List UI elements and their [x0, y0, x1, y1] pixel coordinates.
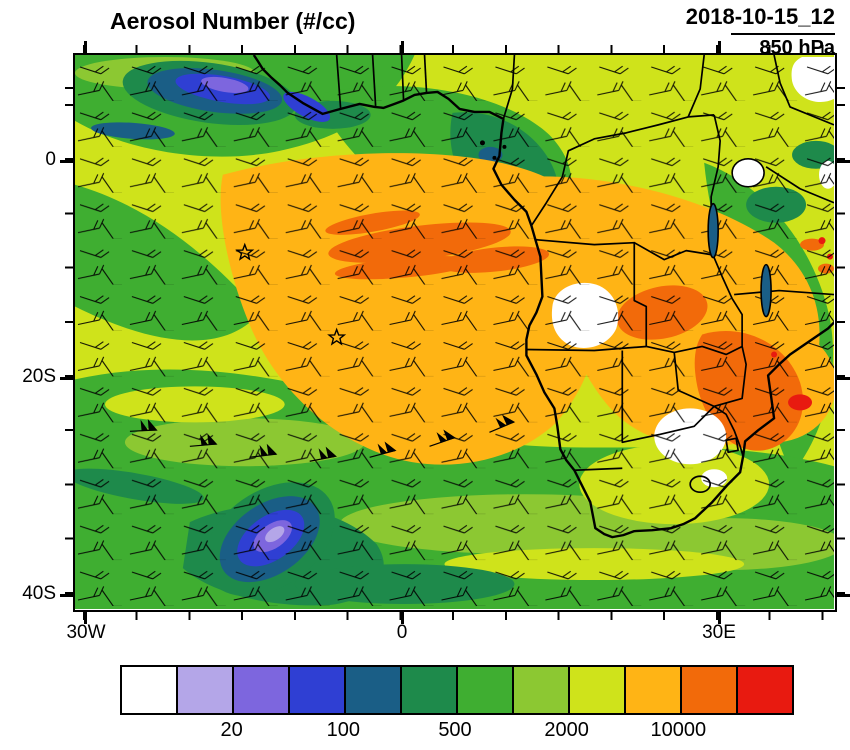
x-tick-label-30e: 30E: [702, 622, 736, 643]
star-marker: [235, 242, 255, 261]
lake-victoria: [731, 158, 765, 188]
colorbar-tick-label: 2000: [544, 719, 589, 741]
colorbar-cell: [738, 667, 792, 713]
y-major-tick: [60, 160, 73, 163]
colorbar-cell: [682, 667, 738, 713]
coastlines: [252, 55, 834, 539]
x-tick-label-30w: 30W: [66, 622, 106, 643]
colorbar-cell: [346, 667, 402, 713]
colorbar-labels: 20 100 500 2000 10000: [120, 719, 790, 745]
x-major-tick: [401, 41, 404, 53]
y-major-tick: [837, 160, 850, 163]
x-major-tick: [84, 41, 87, 53]
map-canvas: [75, 55, 834, 609]
plot-title: Aerosol Number (#/cc): [110, 8, 356, 34]
colorbar: [120, 665, 794, 715]
star-markers: [235, 242, 347, 346]
level-rule: [731, 33, 835, 35]
y-tick-label-40s: 40S: [22, 583, 56, 604]
y-major-tick: [837, 377, 850, 380]
x-tick-label-0: 0: [396, 622, 408, 643]
star-marker: [327, 327, 347, 346]
x-major-tick: [718, 612, 721, 624]
y-major-tick: [837, 594, 850, 597]
colorbar-cell: [514, 667, 570, 713]
colorbar-cell: [402, 667, 458, 713]
map-frame: [73, 53, 837, 612]
x-axis-minor-ticks-bottom: [73, 612, 837, 620]
x-major-tick: [718, 41, 721, 53]
x-major-tick: [401, 612, 404, 624]
wind-barbs-field: [75, 55, 834, 609]
x-axis-minor-ticks-top: [73, 45, 837, 53]
lake-malawi: [760, 263, 772, 318]
colorbar-tick-label: 500: [438, 719, 472, 741]
point-markers: [479, 140, 507, 160]
y-axis-minor-ticks-right: [837, 53, 845, 612]
y-major-tick: [60, 377, 73, 380]
colorbar-tick-label: 100: [326, 719, 361, 741]
y-axis-minor-ticks-left: [65, 53, 73, 612]
colorbar-cell: [178, 667, 234, 713]
lakes: [707, 158, 772, 318]
colorbar-cell: [626, 667, 682, 713]
colorbar-cell: [290, 667, 346, 713]
colorbar-cell: [122, 667, 178, 713]
x-major-tick: [84, 612, 87, 624]
y-tick-label-0: 0: [45, 149, 56, 170]
y-tick-label-20s: 20S: [22, 366, 56, 387]
plot-datetime: 2018-10-15_12: [685, 4, 835, 29]
country-borders: [335, 55, 834, 494]
colorbar-tick-label: 10000: [650, 719, 707, 741]
colorbar-cell: [234, 667, 290, 713]
colorbar-tick-label: 20: [220, 719, 243, 741]
colorbar-cell: [570, 667, 626, 713]
y-major-tick: [60, 594, 73, 597]
colorbar-cell: [458, 667, 514, 713]
lake-tanganyika: [707, 202, 719, 259]
